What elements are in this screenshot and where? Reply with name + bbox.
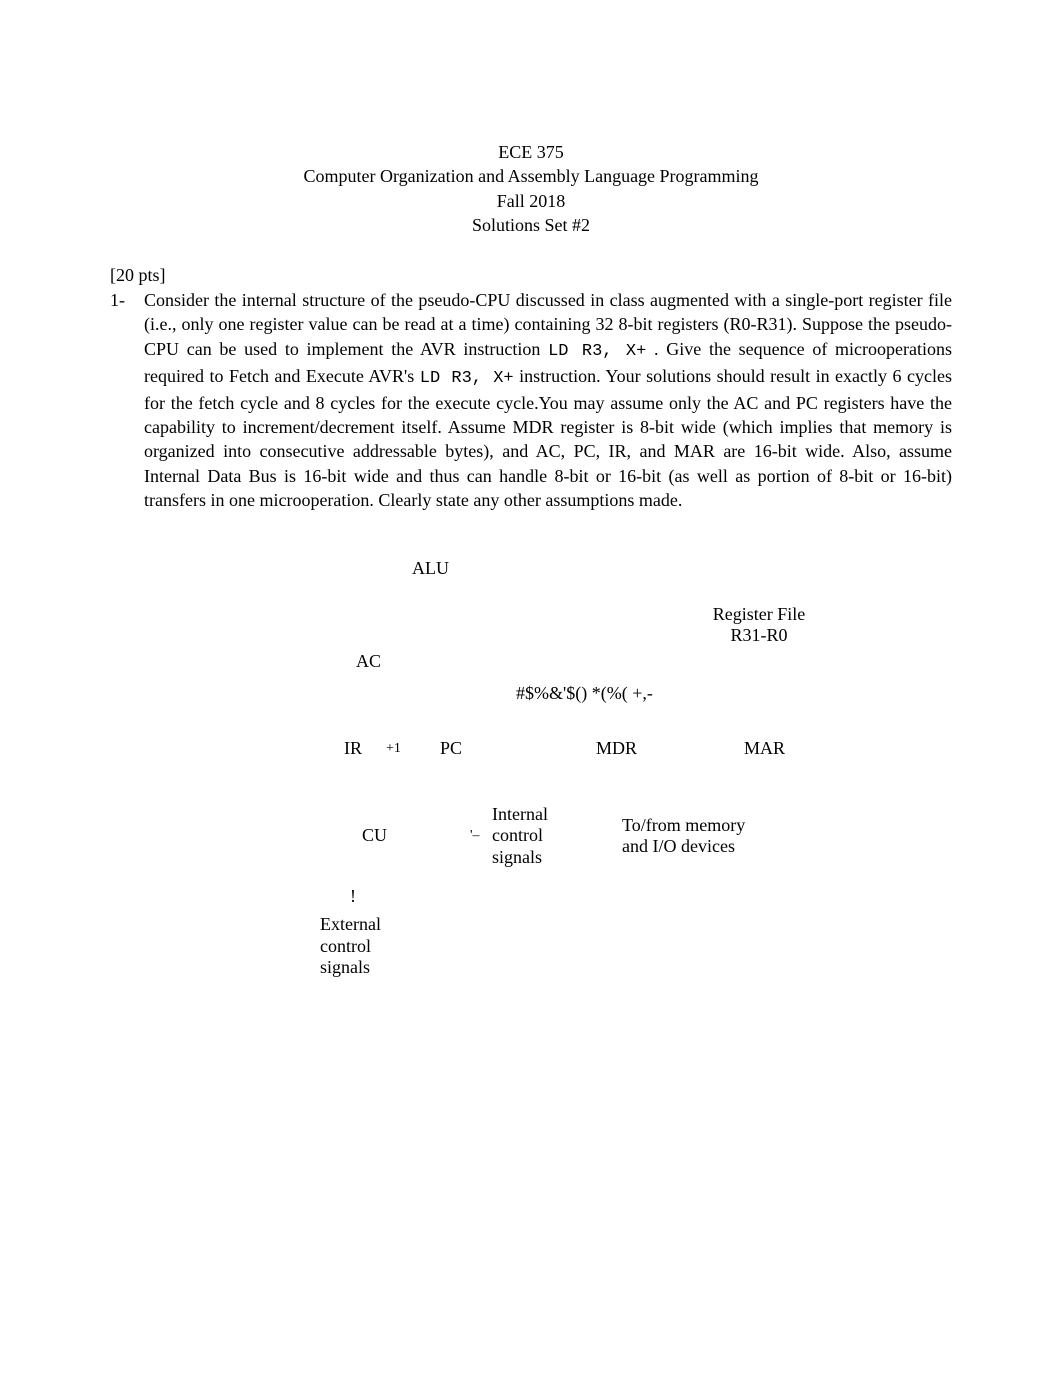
alu-row: ALU xyxy=(412,558,880,580)
question-1: 1- Consider the internal structure of th… xyxy=(110,288,952,512)
ir-pc-mdr-mar-row: IR +1 PC MDR MAR xyxy=(320,738,880,760)
points-label: [20 pts] xyxy=(110,265,952,286)
ac-row: AC xyxy=(356,651,880,673)
course-title: Computer Organization and Assembly Langu… xyxy=(110,164,952,188)
avr-instruction-2: LD R3, X+ xyxy=(420,369,514,388)
alu-label: ALU xyxy=(412,558,449,580)
internal-control-signals-label: Internal control signals xyxy=(492,804,622,869)
cpu-diagram: ALU Register File R31-R0 AC #$%&'$() *(%… xyxy=(320,558,880,979)
internal-ctrl-l3: signals xyxy=(492,847,622,869)
register-file-label: Register File xyxy=(638,604,880,626)
subtitle: Solutions Set #2 xyxy=(110,213,952,237)
plus-one-label: +1 xyxy=(386,741,440,758)
external-control-signals-label: External control signals xyxy=(320,914,381,979)
question-body: Consider the internal structure of the p… xyxy=(144,288,952,512)
ir-label: IR xyxy=(344,738,386,760)
external-control-signals-row: External control signals xyxy=(320,914,880,979)
ac-label: AC xyxy=(356,651,381,673)
ext-ctrl-l1: External xyxy=(320,914,381,936)
cu-label: CU xyxy=(362,825,470,847)
pc-label: PC xyxy=(440,738,596,760)
internal-ctrl-l2: control xyxy=(492,825,622,847)
avr-instruction-1: LD R3, X+ xyxy=(548,342,646,361)
excl-symbol: ! xyxy=(350,886,356,908)
mar-label: MAR xyxy=(744,738,804,760)
internal-data-bus-row: #$%&'$() *(%( +,- xyxy=(516,683,880,705)
mem-l1: To/from memory xyxy=(622,815,782,837)
page: ECE 375 Computer Organization and Assemb… xyxy=(0,0,1062,1377)
internal-data-bus-label: #$%&'$() *(%( +,- xyxy=(516,683,653,705)
mem-l2: and I/O devices xyxy=(622,836,782,858)
quote-dash-symbol: '– xyxy=(470,828,492,845)
question-number: 1- xyxy=(110,288,144,512)
term: Fall 2018 xyxy=(110,189,952,213)
cu-row: CU '– Internal control signals To/from m… xyxy=(320,804,880,869)
internal-ctrl-l1: Internal xyxy=(492,804,622,826)
question-text-post: instruction. Your solutions should resul… xyxy=(144,366,952,510)
excl-row: ! xyxy=(350,886,880,908)
ext-ctrl-l3: signals xyxy=(320,957,381,979)
memory-io-label: To/from memory and I/O devices xyxy=(622,815,782,858)
register-file-row: Register File R31-R0 xyxy=(638,604,880,647)
document-header: ECE 375 Computer Organization and Assemb… xyxy=(110,140,952,237)
ext-ctrl-l2: control xyxy=(320,936,381,958)
mdr-label: MDR xyxy=(596,738,744,760)
register-range-label: R31-R0 xyxy=(638,625,880,647)
course-code: ECE 375 xyxy=(110,140,952,164)
